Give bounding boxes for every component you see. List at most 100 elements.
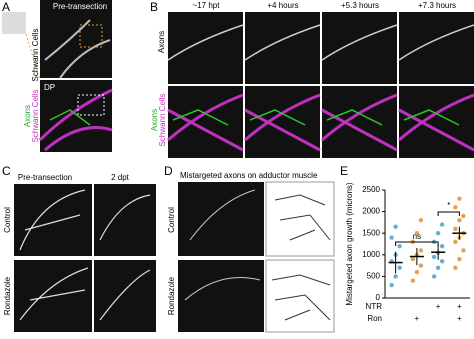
axons	[167, 24, 244, 61]
row-label: Control	[3, 207, 12, 233]
row-label: Schwann Cells	[31, 29, 40, 82]
axons	[321, 24, 398, 61]
image	[40, 0, 112, 78]
point	[397, 243, 402, 249]
factor-level: +	[436, 302, 441, 311]
row-label: Axons	[157, 31, 166, 53]
title: Mistargeted axons on adductor muscle	[180, 171, 318, 180]
factor-level: +	[457, 302, 462, 311]
row-label: Schwann Cells	[158, 94, 167, 147]
col-label: +7.3 hours	[418, 1, 456, 10]
point	[457, 196, 462, 201]
point	[414, 231, 420, 236]
tracing	[265, 259, 335, 333]
image	[14, 184, 92, 256]
axons	[184, 189, 261, 301]
row-label: Control	[167, 207, 176, 233]
image	[322, 86, 397, 158]
image	[94, 184, 156, 256]
image	[178, 182, 264, 256]
point	[418, 218, 424, 223]
point	[418, 263, 424, 268]
title: Pre-transection	[53, 2, 107, 11]
panel-label: C	[2, 164, 11, 178]
point	[431, 254, 437, 260]
row-label: Schwann Cells	[31, 90, 40, 143]
axons	[398, 24, 474, 61]
panel-label: E	[340, 164, 348, 178]
image	[399, 86, 474, 158]
y-tick-label: 0	[376, 293, 381, 302]
annotation: ns	[413, 232, 421, 241]
schematic	[2, 12, 26, 34]
panel-label: A	[2, 0, 10, 14]
axons	[249, 109, 306, 126]
y-tick-label: 1000	[362, 250, 380, 259]
col-label: +4 hours	[267, 1, 298, 10]
annotation: *	[447, 201, 450, 210]
y-tick-label: 2000	[362, 207, 380, 216]
y-tick-label: 2500	[362, 185, 380, 194]
point	[414, 269, 420, 275]
axons	[49, 109, 91, 126]
point	[439, 243, 445, 249]
y-tick-label: 1500	[362, 228, 380, 237]
factor-name: Ron	[367, 314, 382, 323]
point	[393, 224, 398, 229]
axons	[19, 189, 151, 321]
tracing	[265, 181, 335, 257]
col-label: +5.3 hours	[341, 1, 379, 10]
axons	[244, 24, 321, 61]
row-label: Rondazole	[3, 276, 12, 315]
factor-level: +	[415, 314, 420, 323]
panel-label: B	[150, 0, 158, 14]
row-label: Rondazole	[167, 276, 176, 315]
factor-level: +	[457, 314, 462, 323]
y-tick-label: 500	[367, 272, 381, 281]
axons	[403, 109, 460, 126]
point	[461, 248, 466, 253]
y-axis-label: Mistargeted axon growth (microns)	[345, 182, 354, 305]
image	[245, 86, 320, 158]
point	[389, 235, 394, 240]
point	[461, 213, 466, 219]
factor-name: NTR	[366, 302, 383, 311]
point	[389, 282, 394, 288]
zoom-line	[25, 33, 41, 81]
image	[168, 86, 243, 158]
axons	[326, 109, 383, 126]
point	[453, 205, 458, 210]
image	[40, 80, 112, 152]
col-label: ~17 hpt	[193, 1, 221, 10]
image	[168, 12, 243, 84]
image	[245, 12, 320, 84]
point	[435, 265, 441, 270]
image	[322, 12, 397, 84]
point	[457, 218, 462, 223]
image	[94, 260, 156, 332]
col-label: 2 dpt	[111, 173, 130, 182]
point	[410, 278, 416, 283]
col-label: Pre-transection	[18, 173, 72, 182]
panel-label: D	[164, 164, 173, 178]
point	[453, 226, 458, 232]
bracket	[437, 211, 460, 216]
bracket	[395, 241, 439, 246]
point	[453, 239, 458, 245]
point	[439, 222, 445, 227]
axons	[172, 109, 229, 126]
point	[439, 259, 445, 264]
point	[418, 248, 424, 253]
point	[457, 256, 462, 262]
row-label: Axons	[150, 109, 159, 131]
point	[453, 265, 458, 270]
point	[393, 274, 398, 279]
point	[431, 274, 437, 279]
point	[435, 231, 441, 236]
image	[178, 260, 264, 332]
row-label: Axons	[23, 105, 32, 127]
image	[399, 12, 474, 84]
cells	[44, 19, 111, 79]
roi	[77, 94, 105, 116]
